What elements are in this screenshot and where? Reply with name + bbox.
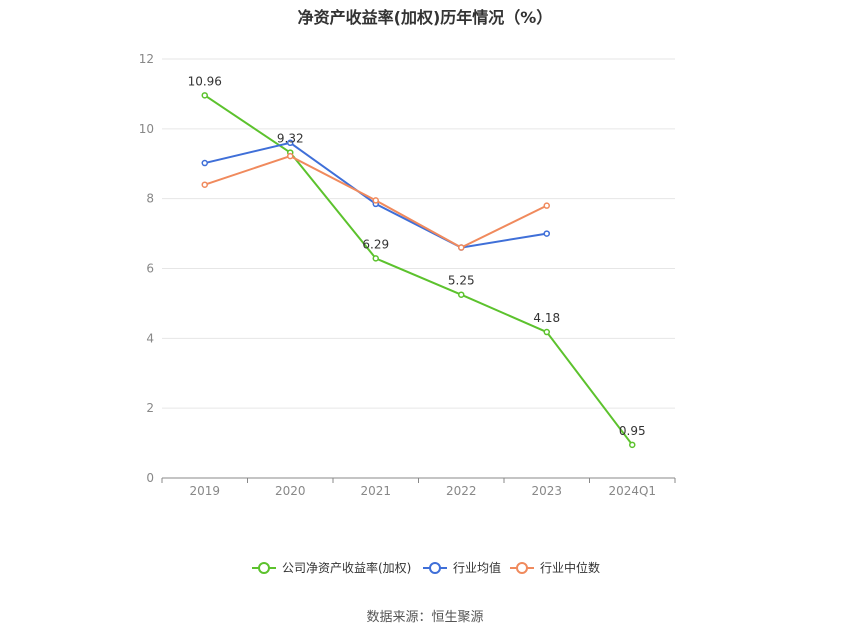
- y-tick-label: 12: [139, 52, 154, 66]
- data-point: [629, 441, 636, 449]
- x-tick-label: 2022: [446, 484, 477, 498]
- legend-swatch-marker: [516, 562, 528, 574]
- legend-swatch-marker: [429, 562, 441, 574]
- data-label: 9.32: [277, 132, 304, 146]
- data-point: [458, 244, 465, 251]
- data-label: 0.95: [619, 424, 646, 438]
- legend-label: 行业均值: [453, 560, 501, 575]
- data-point: [201, 181, 208, 188]
- y-tick-label: 4: [146, 331, 154, 345]
- data-point: [201, 92, 208, 99]
- data-point: [287, 139, 294, 147]
- chart-title: 净资产收益率(加权)历年情况（%）: [297, 8, 553, 27]
- data-point: [201, 159, 208, 167]
- data-label: 4.18: [533, 311, 560, 325]
- x-tick-label: 2024Q1: [608, 484, 656, 498]
- x-tick-label: 2023: [531, 484, 562, 498]
- data-source: 数据来源：恒生聚源: [366, 610, 484, 625]
- x-tick-label: 2019: [189, 484, 220, 498]
- legend-label: 公司净资产收益率(加权): [282, 560, 411, 575]
- legend-label: 行业中位数: [540, 560, 600, 575]
- data-label: 10.96: [188, 74, 222, 88]
- y-tick-label: 8: [146, 192, 154, 206]
- y-tick-label: 2: [146, 401, 154, 415]
- series-line: [204, 94, 634, 446]
- x-tick-label: 2020: [275, 484, 306, 498]
- y-tick-label: 0: [146, 471, 154, 485]
- data-point: [543, 202, 550, 209]
- data-label: 5.25: [448, 274, 475, 288]
- data-point: [543, 230, 550, 237]
- legend-swatch-marker: [258, 562, 270, 574]
- data-point: [287, 152, 294, 160]
- data-point: [372, 197, 379, 204]
- data-point: [458, 291, 465, 298]
- y-tick-label: 10: [139, 122, 154, 136]
- y-tick-label: 6: [146, 262, 154, 276]
- x-tick-label: 2021: [360, 484, 391, 498]
- data-point: [372, 255, 379, 262]
- data-label: 6.29: [362, 237, 389, 251]
- data-point: [543, 328, 550, 336]
